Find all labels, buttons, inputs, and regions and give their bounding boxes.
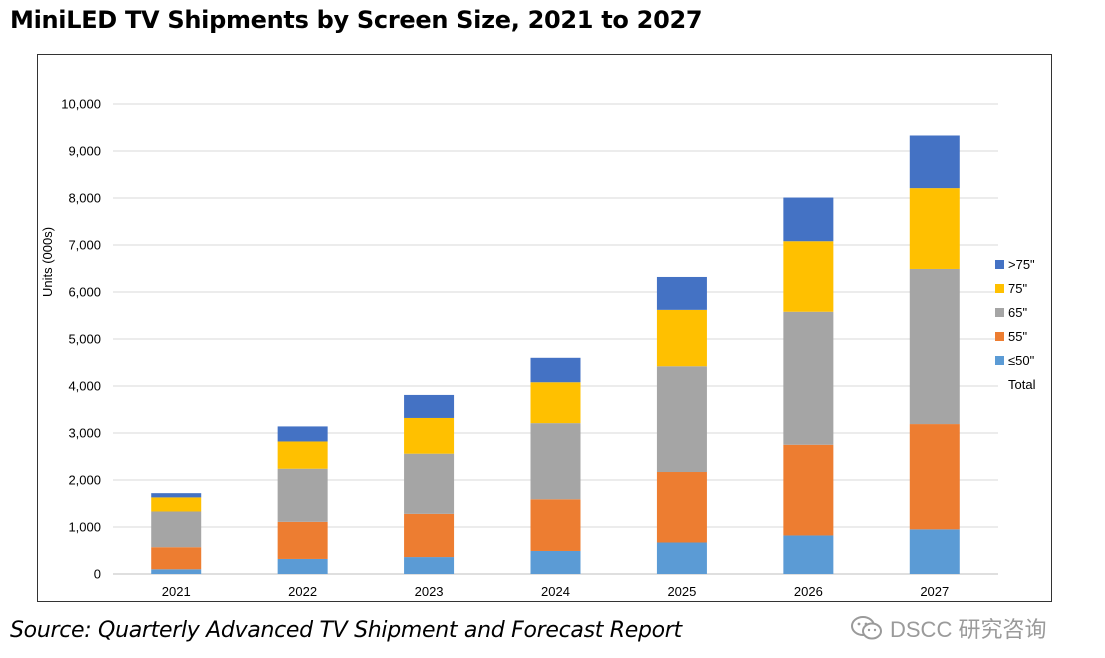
bar-segment [277, 426, 328, 442]
bar-segment [404, 453, 455, 514]
wechat-icon [851, 616, 882, 640]
y-tick-label: 6,000 [68, 285, 101, 300]
bar-segment [404, 557, 455, 574]
bar-segment [277, 558, 328, 574]
bar-segment [151, 569, 202, 574]
bar-segment [783, 197, 834, 242]
bar-segment [530, 423, 581, 500]
bar-segment [530, 499, 581, 551]
x-axis-ticks: 2021 2022 2023 2024 2025 2026 2027 [162, 584, 949, 599]
x-tick-label: 2026 [794, 584, 823, 599]
watermark: DSCC 研究咨询 [850, 612, 1046, 644]
y-tick-label: 10,000 [61, 97, 101, 112]
bar-segment [783, 241, 834, 312]
legend-label: ≤50" [1008, 353, 1035, 368]
bar-segment [909, 529, 960, 574]
y-tick-label: 7,000 [68, 238, 101, 253]
bar-segment [909, 188, 960, 269]
legend-label: >75" [1008, 257, 1035, 272]
bar-segment [783, 535, 834, 574]
legend-swatch [995, 308, 1004, 317]
x-tick-label: 2023 [415, 584, 444, 599]
y-tick-label: 4,000 [68, 379, 101, 394]
bar-segment [656, 309, 707, 367]
bar-segment [530, 550, 581, 574]
bar-segment [277, 468, 328, 522]
x-tick-label: 2024 [541, 584, 570, 599]
bar-segment [656, 542, 707, 574]
legend: >75" 75" 65" 55" ≤50" Total [995, 257, 1036, 392]
bar-segment [909, 135, 960, 189]
bars [151, 135, 960, 574]
stacked-bar-chart: 0 1,000 2,000 3,000 4,000 5,000 6,000 7,000 8,00… [40, 97, 1036, 600]
x-tick-label: 2025 [667, 584, 696, 599]
x-tick-label: 2022 [288, 584, 317, 599]
y-tick-label: 9,000 [68, 144, 101, 159]
y-tick-label: 2,000 [68, 473, 101, 488]
legend-label: 55" [1008, 329, 1027, 344]
bar-segment [909, 424, 960, 530]
chart-frame: 0 1,000 2,000 3,000 4,000 5,000 6,000 7,000 8,00… [37, 54, 1052, 602]
bar-segment [277, 441, 328, 469]
legend-swatch [995, 284, 1004, 293]
bar-segment [783, 444, 834, 536]
bar-segment [151, 497, 202, 512]
bar-segment [530, 382, 581, 424]
bar-segment [656, 276, 707, 310]
source-note: Source: Quarterly Advanced TV Shipment a… [10, 618, 682, 643]
legend-label: Total [1008, 377, 1036, 392]
bar-segment [404, 417, 455, 454]
bar-segment [404, 513, 455, 558]
bar-segment [530, 357, 581, 383]
legend-swatch [995, 356, 1004, 365]
bar-segment [656, 366, 707, 473]
legend-label: 75" [1008, 281, 1027, 296]
bar-segment [404, 394, 455, 418]
y-tick-label: 3,000 [68, 426, 101, 441]
legend-label: 65" [1008, 305, 1027, 320]
bar-segment [277, 521, 328, 559]
bar-segment [909, 268, 960, 425]
y-tick-label: 5,000 [68, 332, 101, 347]
bar-segment [151, 547, 202, 570]
y-tick-label: 8,000 [68, 191, 101, 206]
y-axis-ticks: 0 1,000 2,000 3,000 4,000 5,000 6,000 7,000 8,00… [61, 97, 101, 582]
legend-swatch [995, 332, 1004, 341]
x-tick-label: 2021 [162, 584, 191, 599]
bar-segment [783, 311, 834, 445]
bar-segment [656, 472, 707, 543]
bar-segment [151, 511, 202, 548]
bar-segment [151, 493, 202, 498]
watermark-text: DSCC 研究咨询 [890, 617, 1047, 642]
legend-swatch [995, 260, 1004, 269]
y-tick-label: 1,000 [68, 520, 101, 535]
y-tick-label: 0 [94, 567, 101, 582]
page-title: MiniLED TV Shipments by Screen Size, 202… [10, 6, 703, 34]
x-tick-label: 2027 [920, 584, 949, 599]
y-axis-label: Units (000s) [40, 227, 55, 297]
